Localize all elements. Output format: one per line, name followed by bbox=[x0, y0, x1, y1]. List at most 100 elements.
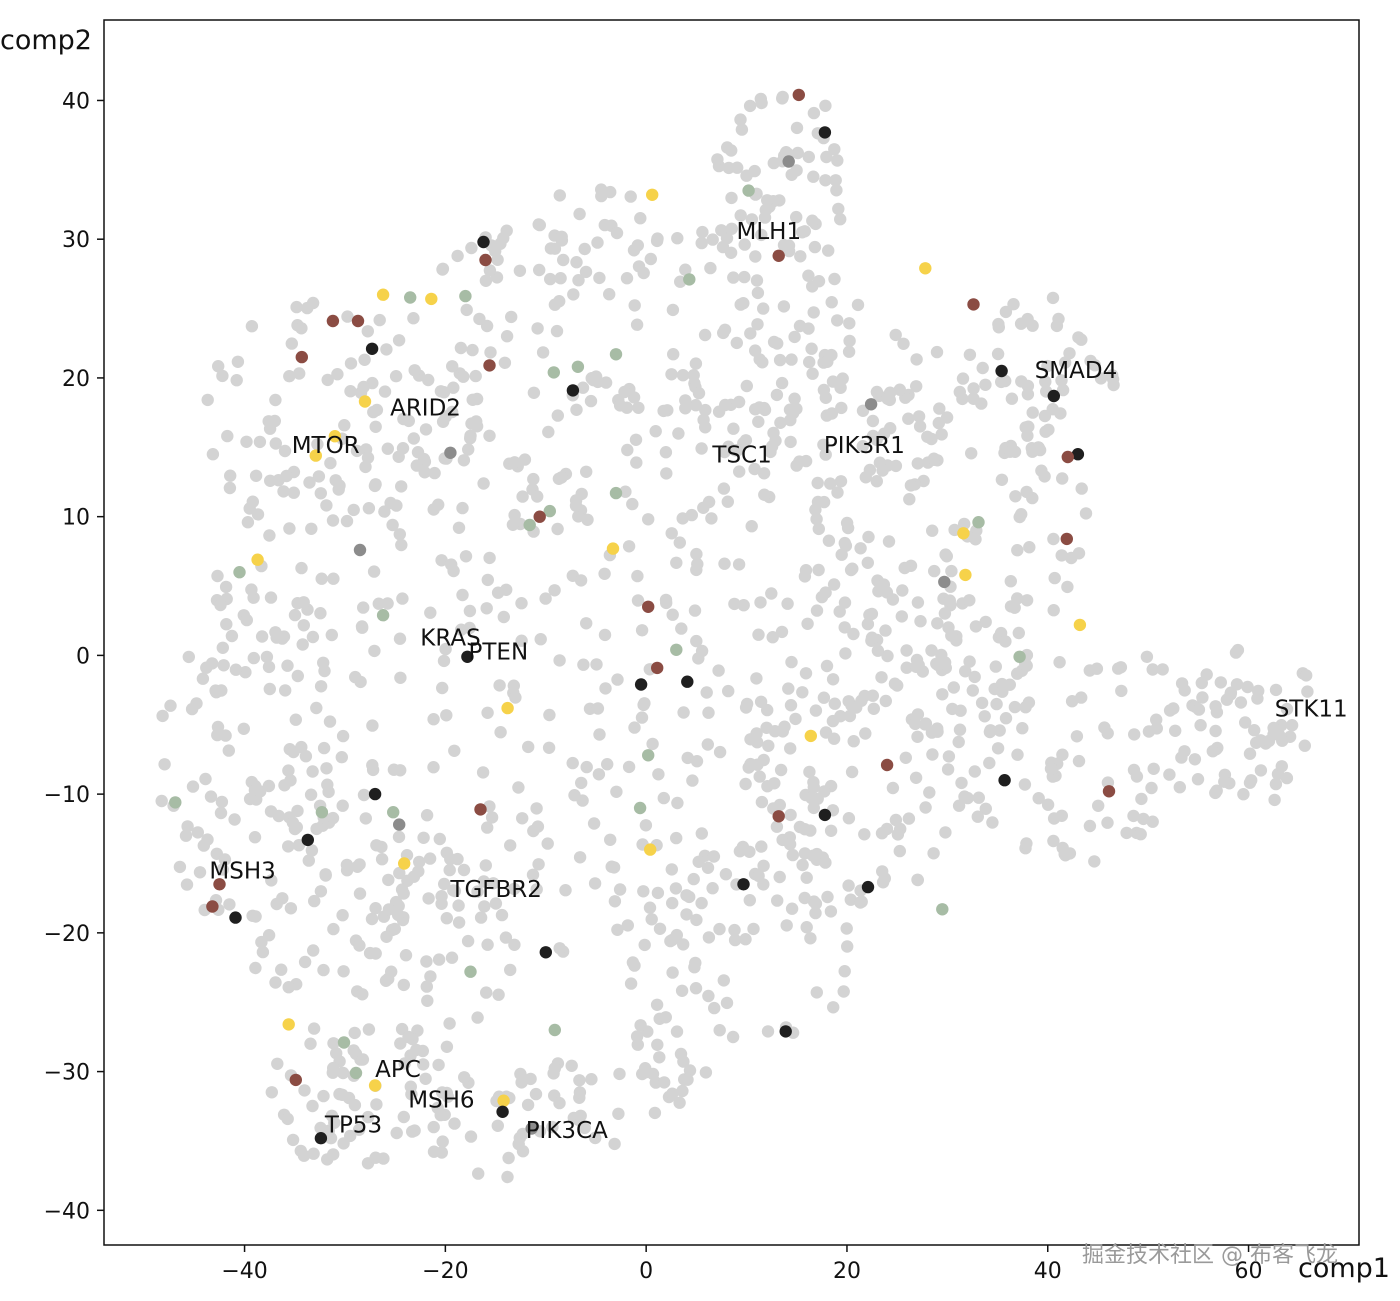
background-point bbox=[542, 741, 556, 754]
background-point bbox=[947, 681, 960, 694]
background-point bbox=[440, 912, 453, 925]
background-point bbox=[370, 839, 383, 852]
background-point bbox=[573, 851, 587, 864]
background-point bbox=[679, 263, 692, 276]
highlighted-point-black bbox=[477, 235, 490, 249]
gene-label-kras: KRAS bbox=[420, 626, 480, 652]
background-point bbox=[744, 327, 757, 340]
background-point bbox=[931, 722, 944, 735]
background-point bbox=[439, 642, 452, 656]
background-point bbox=[286, 1133, 300, 1147]
background-point bbox=[822, 534, 836, 547]
background-point bbox=[1140, 650, 1154, 663]
background-point bbox=[294, 1144, 307, 1158]
background-point bbox=[428, 466, 441, 480]
background-point bbox=[278, 779, 291, 792]
background-point bbox=[673, 536, 686, 549]
background-point bbox=[717, 974, 730, 987]
highlighted-point-yellow bbox=[497, 1094, 510, 1107]
plot-frame bbox=[103, 19, 1360, 1246]
background-point bbox=[876, 464, 889, 477]
background-point bbox=[898, 561, 911, 575]
background-point bbox=[553, 295, 566, 308]
background-point bbox=[356, 621, 369, 634]
background-point bbox=[307, 944, 320, 957]
background-point bbox=[999, 635, 1012, 648]
background-point bbox=[955, 776, 968, 790]
background-point bbox=[718, 557, 731, 570]
background-point bbox=[421, 994, 434, 1007]
background-point bbox=[1020, 837, 1033, 850]
background-point bbox=[1026, 406, 1039, 419]
background-point bbox=[701, 738, 714, 751]
background-point bbox=[422, 892, 435, 905]
background-point bbox=[680, 889, 693, 902]
background-point bbox=[778, 720, 791, 733]
background-point bbox=[992, 317, 1005, 331]
background-point bbox=[1088, 855, 1101, 868]
background-point bbox=[344, 1129, 357, 1143]
background-point bbox=[785, 902, 799, 915]
background-point bbox=[650, 998, 664, 1011]
background-point bbox=[443, 863, 456, 877]
background-point bbox=[505, 310, 518, 324]
highlighted-point-brown bbox=[206, 900, 219, 913]
highlighted-point-green bbox=[1013, 650, 1026, 663]
background-point bbox=[1011, 667, 1024, 680]
background-point bbox=[356, 1053, 370, 1066]
background-point bbox=[221, 429, 234, 443]
background-point bbox=[811, 476, 824, 490]
x-tick-label: −40 bbox=[221, 1259, 267, 1284]
background-point bbox=[405, 1088, 418, 1101]
background-point bbox=[191, 826, 204, 839]
background-point bbox=[435, 897, 448, 910]
background-point bbox=[762, 739, 775, 752]
highlighted-point-green bbox=[337, 1036, 351, 1049]
background-point bbox=[436, 1086, 449, 1099]
background-point bbox=[320, 762, 333, 775]
background-point bbox=[546, 1120, 559, 1134]
background-point bbox=[611, 923, 624, 936]
background-point bbox=[373, 313, 386, 327]
background-point bbox=[1018, 778, 1032, 791]
background-point bbox=[1092, 799, 1105, 812]
background-point bbox=[940, 550, 953, 563]
background-point bbox=[733, 845, 747, 858]
background-point bbox=[751, 318, 764, 331]
x-tick-label: 40 bbox=[1034, 1259, 1062, 1284]
background-point bbox=[851, 298, 865, 312]
background-point bbox=[378, 505, 391, 518]
background-point bbox=[648, 1106, 662, 1120]
background-point bbox=[264, 591, 278, 604]
background-point bbox=[824, 824, 838, 837]
background-point bbox=[593, 271, 606, 285]
background-point bbox=[879, 624, 892, 637]
background-point bbox=[767, 426, 780, 440]
background-point bbox=[402, 1030, 415, 1044]
background-point bbox=[665, 527, 678, 540]
x-tick-label: 0 bbox=[639, 1259, 653, 1284]
background-point bbox=[245, 583, 258, 596]
background-point bbox=[368, 644, 381, 658]
background-point bbox=[463, 604, 477, 618]
background-point bbox=[780, 919, 793, 932]
background-point bbox=[793, 319, 807, 333]
background-point bbox=[240, 613, 253, 627]
background-point bbox=[156, 709, 169, 723]
background-point bbox=[802, 150, 815, 164]
background-point bbox=[530, 802, 543, 815]
background-point bbox=[765, 440, 779, 453]
background-point bbox=[956, 372, 970, 385]
background-point bbox=[752, 869, 765, 883]
background-point bbox=[1269, 683, 1283, 697]
background-point bbox=[926, 524, 939, 537]
background-point bbox=[666, 608, 679, 621]
background-point bbox=[1041, 359, 1054, 373]
background-point bbox=[419, 423, 433, 436]
background-point bbox=[344, 385, 357, 398]
background-point bbox=[287, 486, 300, 499]
background-point bbox=[186, 780, 200, 793]
background-point bbox=[481, 821, 494, 834]
background-point bbox=[1169, 724, 1182, 737]
background-point bbox=[357, 788, 371, 802]
